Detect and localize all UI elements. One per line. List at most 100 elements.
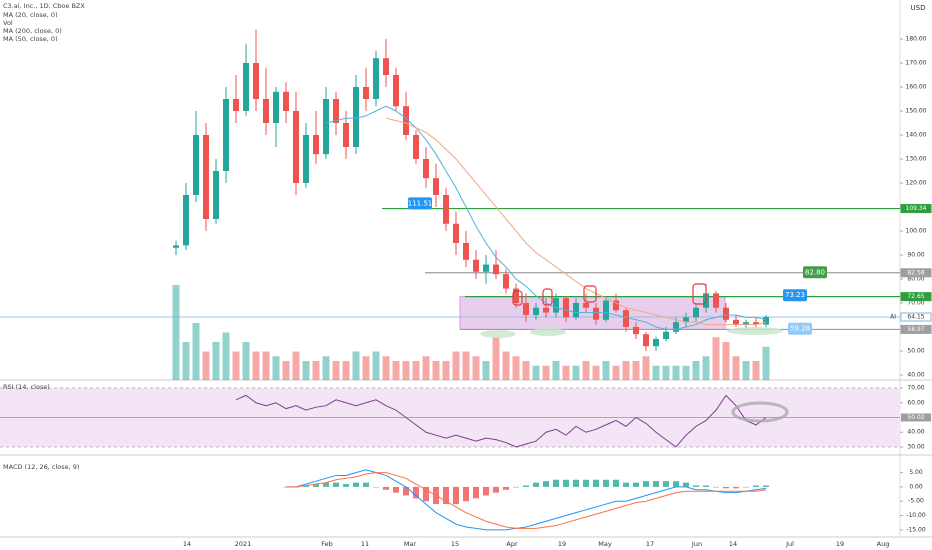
circle-mark [692,283,707,305]
macd-histogram-bar [633,482,639,487]
candle-body [223,98,229,171]
candle-body [603,300,609,320]
x-tick-label: 17 [646,540,654,548]
candle-body [243,62,249,111]
volume-bar [442,361,450,380]
candle-body [633,326,639,335]
candle-body [453,223,459,243]
candle-body [743,322,749,325]
candle-body [663,331,669,339]
ma-line [385,117,767,326]
y-tick-label: -5.00 [908,498,924,505]
y-tick-label: 40.00 [907,371,924,378]
candle-body [613,300,619,311]
level-tag [900,324,932,334]
macd-histogram-bar [463,486,469,502]
candle-body [503,274,509,289]
candle-body [643,334,649,347]
macd-histogram-bar [723,486,729,489]
y-tick-label: 150.00 [906,107,927,114]
rsi-title: RSI (14, close) [3,383,50,391]
volume-bar [552,361,560,380]
candle-body [483,264,489,272]
level-label: 82.58 [907,269,924,276]
volume-bar [722,342,730,380]
level-label: 109.34 [906,205,927,212]
y-tick-label: 30.00 [907,443,924,450]
candle-body [193,134,199,195]
y-tick-label: 0.00 [909,483,923,490]
candle-body [343,122,349,147]
macd-line [286,469,767,531]
macd-histogram-bar [393,486,399,493]
x-tick-label: Jul [785,540,794,548]
candle-body [533,307,539,315]
volume-bar [542,365,550,380]
macd-histogram-bar [423,486,429,502]
candle-body [233,98,239,111]
volume-bar [252,351,260,380]
volume-bar [582,361,590,380]
volume-bar [572,365,580,380]
macd-histogram-bar [353,482,359,487]
y-tick-label: 40.00 [907,429,924,436]
volume-bar [702,356,710,380]
volume-bar [322,356,330,380]
candle-body [263,98,269,123]
y-tick-label: 80.00 [907,275,924,282]
x-tick-label: 2021 [235,540,252,548]
signal-line [286,472,767,529]
currency: USD [911,4,926,12]
macd-histogram-bar [473,486,479,499]
macd-histogram-bar [443,486,449,505]
candle-body [493,264,499,275]
candle-body [443,194,449,224]
volume-bar [192,323,200,380]
candle-body [563,298,569,318]
macd-histogram-bar [363,482,369,487]
volume-bar [462,351,470,380]
x-tick-label: Aug [877,540,890,548]
volume-bar [602,361,610,380]
macd-histogram-bar [703,485,709,487]
volume-bar [182,342,190,380]
volume-bar [672,365,680,380]
macd-histogram-bar [533,482,539,487]
volume-bar [612,365,620,380]
y-tick-label: 60.00 [907,399,924,406]
volume-bar [682,365,690,380]
macd-histogram-bar [373,486,379,488]
candle-body [393,74,399,107]
macd-histogram-bar [713,486,719,488]
volume-bar [172,285,180,380]
candle-body [313,134,319,155]
macd-histogram-bar [583,479,589,487]
volume-bar [242,342,250,380]
macd-histogram-bar [763,485,769,487]
candle-body [283,91,289,111]
x-tick-label: May [598,540,612,548]
candle-body [383,58,389,75]
candle-body [353,86,359,147]
macd-histogram-bar [623,482,629,487]
macd-histogram-bar [573,479,579,487]
candle-body [413,134,419,159]
legend-entry: MA (200, close, 0) [3,27,62,35]
volume-bar [332,361,340,380]
x-tick-label: 19 [836,540,844,548]
volume-bar [562,365,570,380]
x-tick-label: 14 [183,540,191,548]
candle-body [653,338,659,347]
macd-histogram-bar [313,484,319,487]
volume-bar [372,351,380,380]
y-tick-label: 70.00 [907,385,924,392]
candle-body [433,178,439,195]
level-tag [900,292,932,302]
candle-body [373,58,379,99]
y-tick-label: 90.00 [907,251,924,258]
macd-histogram-bar [343,484,349,487]
volume-bar [402,361,410,380]
candle-body [683,317,689,323]
volume-bar [502,351,510,380]
x-tick-label: 19 [558,540,566,548]
